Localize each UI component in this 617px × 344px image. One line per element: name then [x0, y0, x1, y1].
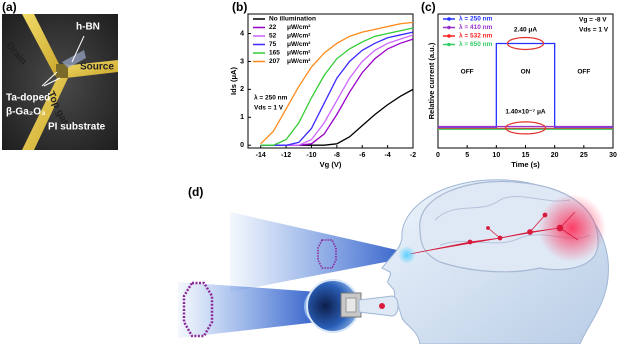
legend-unit: μW/cm²	[287, 50, 311, 57]
legend-label: λ = 410 nm	[459, 23, 493, 31]
data-line	[438, 42, 613, 129]
annotation: Vds = 1 V	[579, 27, 609, 34]
legend-label: 52	[269, 33, 277, 40]
y-tick-label: 0	[240, 142, 244, 149]
x-tick-label: -2	[410, 152, 416, 159]
legend-unit: μW/cm²	[287, 33, 311, 40]
device-photo	[2, 14, 118, 150]
x-tick-label: -12	[281, 152, 291, 159]
x-tick-label: -8	[334, 152, 340, 159]
data-line	[260, 38, 414, 146]
annotation: ON	[521, 69, 531, 76]
x-tick-label: 0	[436, 152, 440, 159]
x-axis-label: Time (s)	[511, 160, 540, 169]
vision-illustration	[178, 179, 609, 344]
legend-label: No illumination	[269, 16, 316, 23]
panel-label: (a)	[2, 0, 17, 14]
legend-unit: μW/cm²	[287, 41, 311, 48]
annotation: λ = 250 nm	[254, 94, 288, 102]
annotation: OFF	[461, 69, 474, 76]
x-axis-label: Vg (V)	[320, 160, 342, 169]
legend-label: λ = 650 nm	[459, 40, 493, 48]
legend-label: λ = 250 nm	[459, 15, 493, 23]
y-tick-label: 3	[240, 58, 244, 65]
x-tick-label: -4	[384, 152, 390, 159]
photo-label: Ta-doped	[6, 93, 50, 104]
y-tick-label: 2	[240, 86, 244, 93]
data-line	[260, 34, 414, 146]
highlight-ellipse	[506, 36, 545, 51]
legend-marker	[447, 17, 451, 21]
x-tick-label: -6	[359, 152, 365, 159]
x-tick-label: -14	[256, 152, 266, 159]
x-tick-label: 25	[580, 152, 588, 159]
photo-label: PI substrate	[48, 122, 106, 133]
legend-unit: μW/cm²	[287, 24, 311, 31]
legend-marker	[447, 34, 451, 38]
annotation: 2.40 μA	[514, 27, 537, 34]
data-line	[260, 21, 414, 145]
legend-label: 75	[269, 41, 277, 48]
panel-label: (c)	[421, 0, 436, 14]
x-tick-label: 15	[522, 152, 530, 159]
annotation: Vg = -8 V	[579, 17, 607, 24]
data-line	[260, 27, 414, 146]
data-line	[260, 31, 414, 146]
y-axis-label: Relative current (a.u.)	[427, 42, 436, 119]
x-tick-label: 30	[609, 152, 617, 159]
panel-label: (b)	[232, 0, 247, 14]
y-tick-label: 4	[240, 30, 244, 37]
x-tick-label: 5	[465, 152, 469, 159]
x-tick-label: -10	[306, 152, 316, 159]
annotation: 1.40×10⁻⁷ μA	[505, 109, 546, 116]
legend-marker	[447, 42, 451, 47]
x-tick-label: 20	[551, 152, 559, 159]
highlight-ellipse	[504, 121, 547, 135]
x-tick-label: 10	[492, 152, 500, 159]
plot-frame	[247, 13, 414, 149]
photo-label: h-BN	[76, 22, 100, 33]
legend-unit: μW/cm²	[287, 58, 311, 65]
legend-label: 207	[269, 58, 280, 65]
legend-label: 22	[269, 24, 277, 31]
annotation: OFF	[577, 69, 590, 76]
legend-label: 165	[269, 50, 280, 57]
legend-label: λ = 532 nm	[459, 32, 493, 40]
panel-label: (d)	[188, 185, 203, 199]
photo-label: β-Ga₂O₃	[6, 107, 46, 118]
y-tick-label: 1	[240, 114, 244, 121]
photo-label: Source	[80, 62, 114, 73]
y-axis-label: Ids (μA)	[229, 67, 238, 95]
legend-marker	[447, 25, 451, 30]
annotation: Vds = 1 V	[254, 105, 284, 112]
